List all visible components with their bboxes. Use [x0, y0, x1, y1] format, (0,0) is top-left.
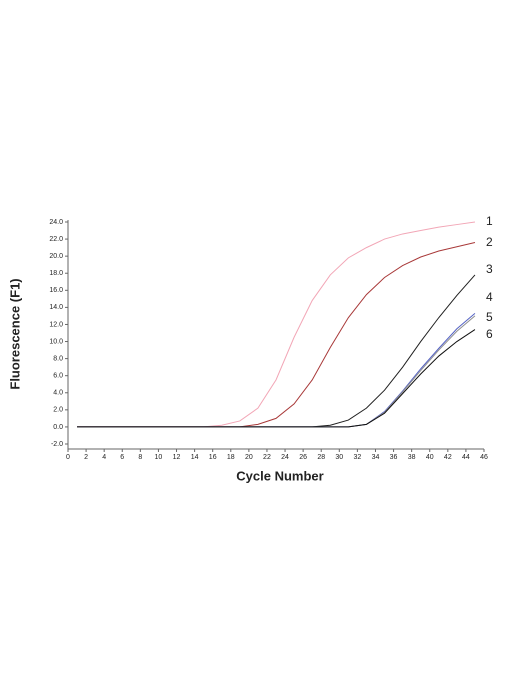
x-tick-label: 40: [426, 454, 434, 461]
x-tick-label: 36: [390, 454, 398, 461]
y-tick-label: 6.0: [53, 373, 63, 380]
x-tick-label: 6: [120, 454, 124, 461]
curve-label: 3: [486, 262, 493, 276]
x-tick-label: 38: [408, 454, 416, 461]
curve-label: 1: [486, 214, 493, 228]
x-tick-label: 34: [372, 454, 380, 461]
x-tick-label: 42: [444, 454, 452, 461]
y-tick-label: 8.0: [53, 355, 63, 362]
curve-label: 2: [486, 235, 493, 249]
x-tick-label: 44: [462, 454, 470, 461]
x-tick-label: 28: [317, 454, 325, 461]
x-axis-title: Cycle Number: [236, 468, 323, 483]
x-tick-label: 18: [227, 454, 235, 461]
y-tick-label: 16.0: [49, 287, 63, 294]
curve-label: 4: [486, 290, 493, 304]
y-tick-label: 20.0: [49, 253, 63, 260]
curve-label: 5: [486, 310, 493, 324]
x-tick-label: 20: [245, 454, 253, 461]
x-tick-label: 4: [102, 454, 106, 461]
x-tick-label: 10: [155, 454, 163, 461]
y-tick-label: 4.0: [53, 390, 63, 397]
y-tick-label: 0.0: [53, 424, 63, 431]
x-tick-label: 2: [84, 454, 88, 461]
y-tick-label: 14.0: [49, 304, 63, 311]
y-tick-label: 18.0: [49, 270, 63, 277]
x-tick-label: 32: [353, 454, 361, 461]
y-tick-label: 12.0: [49, 321, 63, 328]
curve-label: 6: [486, 327, 493, 341]
x-tick-label: 0: [66, 454, 70, 461]
y-tick-label: -2.0: [51, 441, 63, 448]
x-tick-label: 12: [173, 454, 181, 461]
x-tick-label: 8: [138, 454, 142, 461]
x-tick-label: 16: [209, 454, 217, 461]
y-axis-title: Fluorescence (F1): [7, 278, 22, 389]
x-tick-label: 46: [480, 454, 488, 461]
x-tick-label: 30: [335, 454, 343, 461]
y-tick-label: 22.0: [49, 236, 63, 243]
x-tick-label: 24: [281, 454, 289, 461]
y-tick-label: 24.0: [49, 219, 63, 226]
series-line: [77, 329, 476, 428]
y-tick-label: 2.0: [53, 407, 63, 414]
x-tick-label: 22: [263, 454, 271, 461]
y-tick-label: 10.0: [49, 338, 63, 345]
x-tick-label: 14: [191, 454, 199, 461]
x-tick-label: 26: [299, 454, 307, 461]
